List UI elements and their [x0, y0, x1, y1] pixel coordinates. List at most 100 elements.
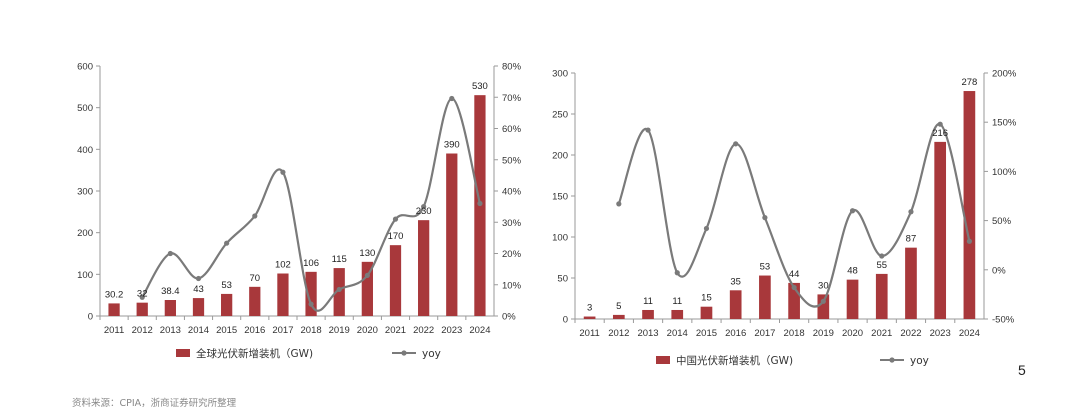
legend-bar-swatch [176, 349, 190, 357]
x-tick-label: 2024 [469, 325, 490, 336]
yoy-point [762, 215, 768, 221]
x-tick-label: 2012 [132, 325, 153, 336]
yoy-point [791, 284, 797, 291]
x-tick-label: 2022 [900, 328, 921, 339]
bar-data-label: 53 [221, 280, 232, 291]
bar [671, 309, 684, 319]
bar [389, 245, 402, 316]
bar [788, 282, 800, 319]
bar-data-label: 3 [587, 303, 592, 314]
x-tick-label: 2013 [160, 325, 181, 336]
left-tick-label: 300 [552, 69, 568, 80]
left-tick-label: 500 [77, 103, 93, 114]
yoy-point [224, 240, 230, 246]
yoy-point [336, 286, 342, 293]
bar [729, 290, 742, 319]
x-tick-label: 2020 [357, 325, 378, 336]
x-tick-label: 2017 [754, 328, 775, 339]
legend-line-marker [401, 350, 407, 356]
bar [700, 306, 713, 319]
left-tick-label: 200 [77, 228, 93, 239]
right-tick-label: 50% [992, 216, 1012, 227]
right-tick-label: 150% [992, 118, 1017, 129]
bar-data-label: 130 [359, 248, 375, 259]
yoy-point [645, 127, 651, 133]
bar [108, 303, 120, 316]
bar [934, 141, 947, 319]
bar [221, 293, 233, 316]
x-tick-label: 2023 [441, 325, 462, 336]
bar [905, 247, 917, 319]
bar-data-label: 38.4 [161, 286, 180, 297]
bar [642, 309, 654, 319]
bar [333, 268, 345, 316]
right-tick-label: 30% [502, 218, 522, 229]
x-tick-label: 2019 [329, 325, 350, 336]
x-tick-label: 2021 [871, 328, 892, 339]
yoy-point [616, 201, 622, 207]
x-tick-label: 2023 [930, 328, 951, 339]
bar [846, 279, 859, 319]
legend-line-label: yoy [910, 355, 929, 367]
yoy-point [167, 250, 173, 257]
right-tick-label: -50% [992, 315, 1015, 326]
yoy-point [252, 213, 258, 219]
yoy-point [966, 238, 972, 244]
left-tick-label: 200 [552, 151, 568, 162]
yoy-point [308, 301, 314, 307]
bar-data-label: 15 [701, 293, 712, 304]
bar-data-label: 530 [472, 81, 488, 92]
left-tick-label: 100 [552, 233, 568, 244]
yoy-point [703, 225, 710, 232]
bar-data-label: 230 [416, 206, 432, 217]
left-tick-label: 400 [77, 145, 93, 156]
yoy-point [908, 209, 914, 215]
right-tick-label: 10% [502, 280, 522, 291]
bar [446, 153, 458, 316]
x-tick-label: 2011 [104, 325, 124, 336]
legend-bar-swatch [656, 356, 670, 364]
yoy-point [449, 95, 455, 102]
x-tick-label: 2017 [272, 325, 293, 336]
left-tick-label: 600 [77, 62, 93, 73]
yoy-point [139, 294, 145, 300]
legend-line-label: yoy [422, 348, 441, 360]
yoy-line [617, 123, 971, 308]
bar-data-label: 32 [137, 289, 148, 300]
bar-data-label: 30.2 [105, 289, 124, 300]
bar [583, 316, 596, 319]
source-note: 资料来源：CPIA，浙商证券研究所整理 [72, 398, 237, 409]
left-tick-label: 150 [552, 192, 568, 203]
bar-data-label: 106 [303, 258, 319, 269]
x-tick-label: 2014 [667, 328, 688, 339]
bar-data-label: 48 [847, 266, 858, 277]
legend-bar-label: 中国光伏新增装机（GW) [676, 354, 793, 367]
x-tick-label: 2013 [637, 328, 658, 339]
bar [759, 275, 771, 319]
left-tick-label: 0 [88, 312, 93, 323]
legend-bar-label: 全球光伏新增装机（GW) [196, 347, 313, 360]
right-tick-label: 0% [502, 312, 516, 323]
yoy-point [849, 208, 856, 214]
yoy-point [392, 216, 399, 222]
yoy-point [937, 121, 943, 127]
yoy-point [733, 141, 739, 147]
x-tick-label: 2018 [301, 325, 322, 336]
bar [875, 273, 888, 319]
left-tick-label: 100 [77, 270, 93, 281]
bar [164, 300, 176, 316]
bar-data-label: 35 [730, 276, 741, 287]
left-tick-label: 300 [77, 187, 93, 198]
bar-data-label: 11 [672, 296, 682, 307]
x-tick-label: 2022 [413, 325, 434, 336]
bar-data-label: 87 [906, 234, 917, 245]
right-tick-label: 70% [502, 93, 522, 104]
bar-data-label: 70 [249, 273, 260, 284]
bar-data-label: 11 [643, 296, 653, 307]
x-tick-label: 2024 [959, 328, 980, 339]
bar [249, 286, 261, 316]
left-tick-label: 250 [552, 110, 568, 121]
x-tick-label: 2014 [188, 325, 209, 336]
bar [963, 91, 976, 319]
